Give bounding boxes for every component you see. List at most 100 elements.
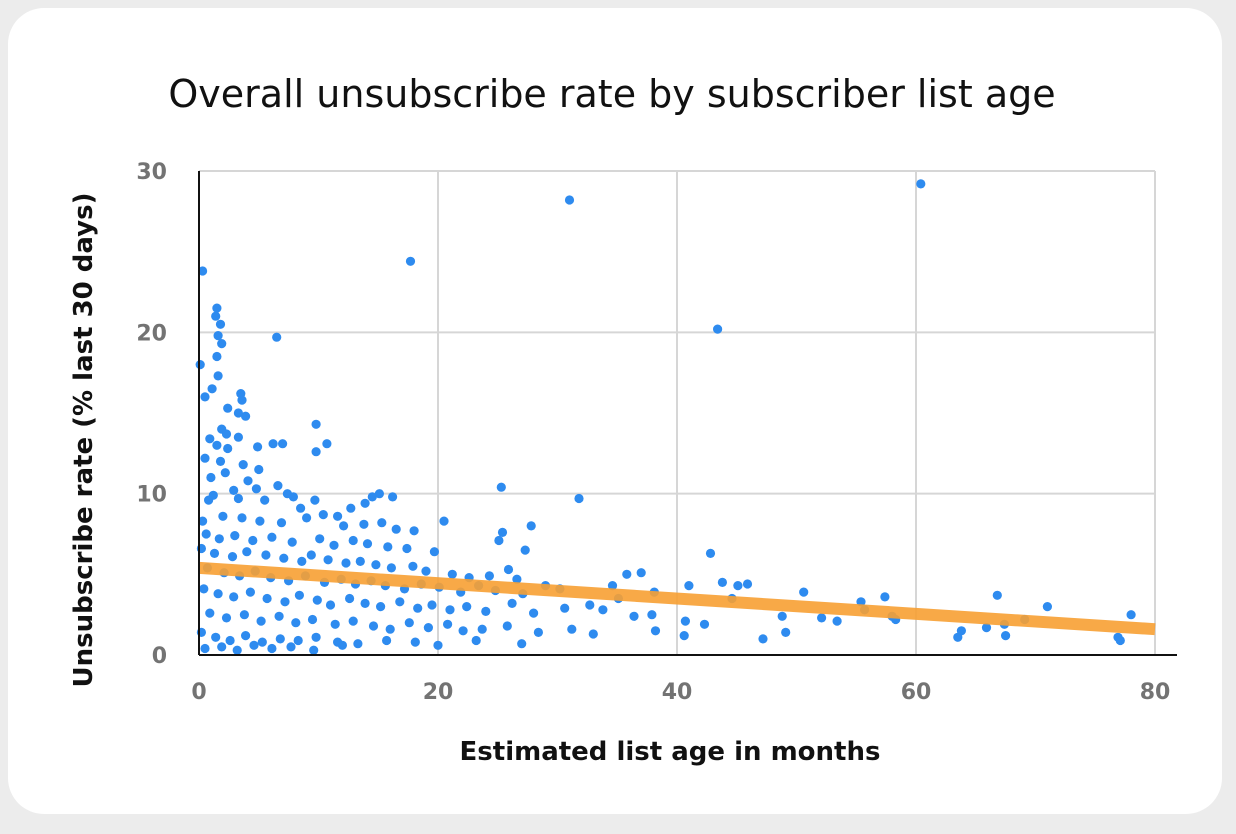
- data-point: [680, 616, 691, 626]
- data-point: [758, 634, 768, 644]
- data-point: [484, 571, 494, 581]
- data-point: [221, 429, 232, 439]
- data-point: [315, 534, 325, 544]
- data-point: [302, 513, 312, 523]
- data-point: [421, 566, 431, 576]
- data-point: [198, 516, 208, 526]
- data-point: [471, 635, 481, 646]
- data-point: [267, 643, 277, 654]
- chart-card: Overall unsubscribe rate by subscriber l…: [8, 8, 1222, 814]
- data-point: [330, 619, 340, 629]
- y-tick-label: 0: [152, 644, 167, 669]
- data-point: [309, 645, 319, 655]
- data-point: [217, 339, 227, 349]
- data-point: [207, 384, 217, 394]
- data-point: [376, 602, 386, 612]
- data-point: [383, 542, 393, 552]
- data-point: [588, 629, 598, 639]
- data-point: [423, 623, 433, 633]
- data-point: [382, 635, 392, 646]
- data-point: [200, 392, 210, 402]
- data-point: [279, 553, 289, 563]
- data-point: [374, 489, 384, 499]
- data-point: [386, 563, 396, 573]
- data-point: [241, 411, 251, 421]
- data-point: [439, 516, 449, 526]
- data-point: [650, 626, 661, 636]
- data-point: [395, 597, 405, 607]
- data-point: [262, 593, 272, 604]
- data-point: [880, 592, 890, 602]
- data-point: [241, 631, 251, 641]
- data-point: [564, 195, 575, 205]
- data-point: [260, 495, 270, 505]
- data-point: [371, 560, 381, 570]
- data-point: [213, 331, 223, 341]
- data-point: [574, 493, 584, 504]
- data-point: [323, 555, 333, 565]
- y-tick-label: 30: [136, 160, 167, 185]
- data-point: [268, 439, 278, 449]
- data-point: [742, 579, 753, 589]
- data-point: [306, 550, 316, 560]
- data-point: [199, 584, 209, 594]
- data-point: [286, 642, 296, 652]
- data-point: [445, 605, 455, 615]
- data-point: [200, 453, 210, 463]
- data-point: [307, 614, 318, 625]
- data-point: [201, 529, 211, 539]
- data-point: [1001, 631, 1011, 641]
- data-point: [214, 534, 224, 544]
- data-point: [288, 492, 298, 502]
- data-point: [353, 639, 363, 649]
- data-point: [622, 569, 632, 579]
- data-point: [781, 627, 791, 638]
- data-point: [585, 600, 595, 610]
- axes: [198, 171, 1177, 656]
- data-point: [832, 616, 842, 626]
- data-point: [359, 519, 369, 529]
- data-point: [218, 511, 228, 521]
- data-point: [291, 618, 301, 628]
- y-tick-label: 10: [136, 483, 167, 508]
- data-point: [348, 535, 358, 546]
- data-point: [526, 521, 536, 531]
- data-point: [355, 556, 365, 567]
- data-point: [385, 624, 395, 634]
- data-point: [367, 492, 377, 502]
- data-point: [567, 624, 577, 634]
- data-point: [856, 597, 866, 607]
- data-point: [679, 631, 689, 641]
- data-point: [311, 632, 321, 642]
- data-point: [325, 600, 336, 610]
- data-point: [293, 635, 303, 646]
- data-point: [517, 639, 527, 649]
- data-point: [598, 605, 608, 615]
- x-tick-label: 0: [191, 680, 206, 705]
- data-point: [239, 610, 249, 620]
- data-point: [223, 403, 233, 413]
- data-point: [494, 535, 504, 546]
- data-point: [529, 608, 539, 618]
- data-point: [337, 640, 347, 650]
- data-point: [360, 598, 370, 609]
- data-point: [507, 598, 517, 609]
- trendline-layer: [198, 561, 1156, 636]
- data-point: [733, 581, 743, 591]
- data-point: [322, 439, 332, 449]
- chart-title: Overall unsubscribe rate by subscriber l…: [168, 72, 1056, 116]
- data-point: [377, 518, 387, 528]
- data-point: [233, 408, 243, 418]
- data-point: [275, 634, 285, 644]
- data-point: [255, 516, 265, 526]
- data-point: [402, 543, 412, 554]
- data-point: [560, 603, 570, 613]
- data-point: [533, 627, 544, 638]
- data-point: [477, 624, 487, 634]
- data-point: [211, 632, 221, 642]
- data-point: [992, 590, 1002, 600]
- data-point: [458, 626, 468, 636]
- data-point: [705, 548, 716, 559]
- data-point: [447, 569, 457, 579]
